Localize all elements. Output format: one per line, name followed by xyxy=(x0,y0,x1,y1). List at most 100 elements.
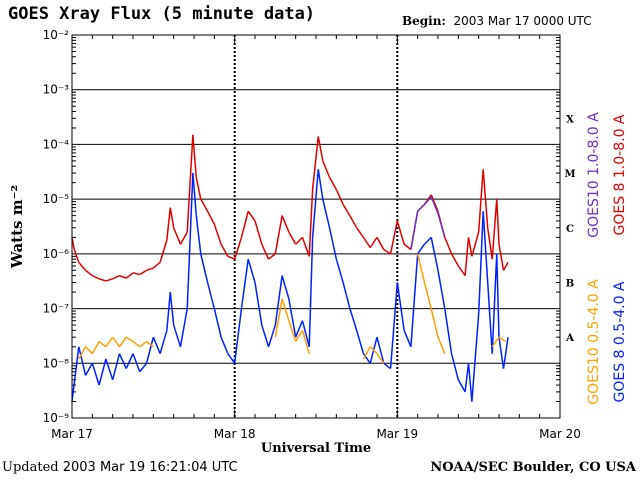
series-segment xyxy=(274,215,283,254)
series-segment xyxy=(471,231,480,257)
series-segment xyxy=(78,261,87,271)
series-segment xyxy=(268,253,276,260)
series-segment xyxy=(444,237,453,255)
series-segment xyxy=(254,282,263,326)
series-segment xyxy=(132,340,141,348)
series-segment xyxy=(396,282,405,331)
series-segment xyxy=(311,169,320,238)
series-segment xyxy=(342,204,351,217)
series-segment xyxy=(335,189,344,205)
series-segment xyxy=(91,363,100,386)
begin-value: 2003 Mar 17 0000 UTC xyxy=(453,14,592,28)
series-segment xyxy=(396,220,405,245)
series-segment xyxy=(486,282,493,354)
series-segment xyxy=(261,324,270,348)
series-segment xyxy=(85,269,93,277)
series-segment xyxy=(322,160,331,178)
series-segment xyxy=(288,320,297,342)
series-segment xyxy=(227,255,235,260)
series-segment xyxy=(502,261,509,271)
x-tick-label: Mar 17 xyxy=(51,427,93,441)
series-segment xyxy=(206,282,216,309)
series-group xyxy=(410,196,446,250)
series-segment xyxy=(172,324,182,348)
series-segment xyxy=(118,353,127,369)
y-axis-title: Watts m⁻² xyxy=(8,185,26,269)
y-tick-label: 10⁻⁴ xyxy=(43,137,70,151)
series-segment xyxy=(146,267,154,272)
series-segment xyxy=(233,308,243,364)
series-segment xyxy=(159,239,168,263)
series-segment xyxy=(91,341,100,355)
legend-entry: GOES 8 0.5-4.0 A xyxy=(612,281,628,402)
series-segment xyxy=(389,282,399,369)
series-segment xyxy=(195,215,202,254)
series-segment xyxy=(200,198,209,212)
series-segment xyxy=(139,269,147,276)
series-segment xyxy=(328,227,338,260)
series-segment xyxy=(423,236,432,245)
series-segment xyxy=(240,259,249,309)
series-group xyxy=(71,134,509,282)
series-segment xyxy=(301,237,310,257)
series-segment xyxy=(349,308,358,331)
series-segment xyxy=(383,248,391,255)
series-segment xyxy=(281,298,290,321)
series-segment xyxy=(132,272,140,276)
series-segment xyxy=(281,215,290,233)
updated-timestamp: Updated 2003 Mar 19 16:21:04 UTC xyxy=(2,460,238,475)
y-tick-label: 10⁻⁸ xyxy=(43,356,70,370)
series-segment xyxy=(467,237,473,257)
series-segment xyxy=(71,346,80,402)
series-segment xyxy=(186,173,194,309)
series-segment xyxy=(295,236,303,245)
series-segment xyxy=(430,237,439,271)
series-segment xyxy=(417,243,426,255)
series-segment xyxy=(152,261,161,269)
series-segment xyxy=(477,169,484,233)
series-segment xyxy=(84,362,93,376)
updated-label: Updated xyxy=(2,460,59,475)
y-tick-label: 10⁻⁶ xyxy=(43,247,70,261)
series-segment xyxy=(457,265,466,277)
series-segment xyxy=(376,336,385,364)
series-segment xyxy=(417,203,425,212)
series-segment xyxy=(73,249,80,263)
series-segment xyxy=(482,211,489,283)
series-segment xyxy=(301,330,310,354)
series-segment xyxy=(464,363,470,392)
series-segment xyxy=(105,358,114,380)
series-segment xyxy=(247,210,256,222)
series-segment xyxy=(105,278,113,282)
flare-class-label: B xyxy=(566,278,574,289)
series-segment xyxy=(423,196,432,205)
series-segment xyxy=(308,189,314,257)
series-segment xyxy=(227,353,236,364)
flare-class-label: A xyxy=(565,333,574,344)
series-segment xyxy=(328,177,337,190)
series-segment xyxy=(98,278,107,282)
series-segment xyxy=(179,231,188,245)
series-segment xyxy=(491,199,498,260)
series-segment xyxy=(152,336,161,354)
series-segment xyxy=(495,253,500,338)
series-segment xyxy=(288,298,297,338)
series-segment xyxy=(376,353,385,364)
series-segment xyxy=(430,196,439,214)
begin-timestamp: Begin: 2003 Mar 17 0000 UTC xyxy=(402,14,592,28)
series-segment xyxy=(477,211,484,314)
series-segment xyxy=(145,336,155,364)
series-segment xyxy=(192,134,198,178)
series-segment xyxy=(195,177,202,200)
credit-text: NOAA/SEC Boulder, CO USA xyxy=(430,460,636,475)
series-segment xyxy=(78,346,87,376)
flare-class-label: M xyxy=(564,169,575,180)
y-tick-label: 10⁻⁵ xyxy=(43,192,70,206)
series-segment xyxy=(125,336,134,343)
series-segment xyxy=(139,362,148,373)
series-segment xyxy=(125,353,134,369)
legend-entry: GOES10 0.5-4.0 A xyxy=(586,279,602,405)
series-segment xyxy=(85,346,93,355)
updated-value: 2003 Mar 19 16:21:04 UTC xyxy=(62,460,238,475)
legend-entry: GOES10 1.0-8.0 A xyxy=(586,112,602,238)
